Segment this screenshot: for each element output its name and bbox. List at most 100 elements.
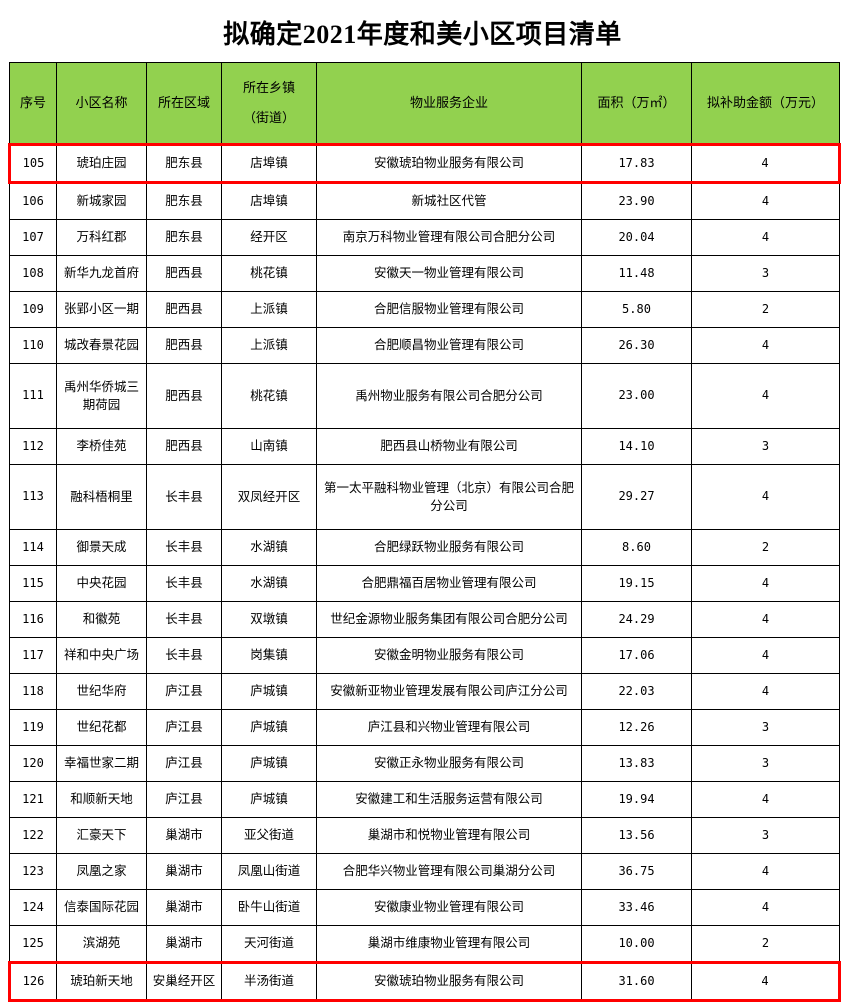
cell-area: 12.26 [581, 709, 692, 746]
column-header-name: 小区名称 [56, 62, 147, 145]
cell-region: 巢湖市 [146, 817, 222, 854]
cell-town: 庐城镇 [221, 709, 317, 746]
table-row: 120 幸福世家二期 庐江县 庐城镇 安徽正永物业服务有限公司 13.83 3 [9, 745, 840, 782]
cell-firm: 合肥顺昌物业管理有限公司 [316, 327, 582, 364]
cell-region: 长丰县 [146, 529, 222, 566]
cell-town: 庐城镇 [221, 781, 317, 818]
cell-area: 24.29 [581, 601, 692, 638]
table-header-row: 序号 小区名称 所在区域 所在乡镇 （街道） 物业服务企业 面积（万㎡） 拟补助金额（万元） [9, 62, 840, 145]
cell-area: 11.48 [581, 255, 692, 292]
cell-subsidy: 4 [691, 327, 840, 364]
cell-town: 上派镇 [221, 291, 317, 328]
cell-town: 亚父街道 [221, 817, 317, 854]
cell-region: 巢湖市 [146, 853, 222, 890]
cell-subsidy: 3 [691, 709, 840, 746]
cell-town: 庐城镇 [221, 673, 317, 710]
table-body: 105 琥珀庄园 肥东县 店埠镇 安徽琥珀物业服务有限公司 17.83 4 106 新城家园 肥东… [8, 143, 841, 1002]
cell-area: 23.00 [581, 363, 692, 429]
cell-index: 112 [9, 428, 57, 465]
cell-index: 107 [9, 219, 57, 256]
cell-index: 105 [8, 143, 57, 184]
cell-firm: 合肥信服物业管理有限公司 [316, 291, 582, 328]
column-header-index: 序号 [9, 62, 57, 145]
cell-name: 幸福世家二期 [56, 745, 147, 782]
cell-subsidy: 4 [691, 565, 840, 602]
cell-firm: 巢湖市和悦物业管理有限公司 [316, 817, 582, 854]
cell-town: 庐城镇 [221, 745, 317, 782]
cell-town: 岗集镇 [221, 637, 317, 674]
column-header-label: 所在区域 [157, 94, 210, 110]
column-header-label: 面积（万㎡） [597, 94, 676, 110]
cell-index: 109 [9, 291, 57, 328]
cell-region: 长丰县 [146, 464, 222, 530]
cell-subsidy: 2 [691, 291, 840, 328]
cell-town: 店埠镇 [221, 182, 317, 220]
cell-area: 29.27 [581, 464, 692, 530]
cell-town: 双凤经开区 [221, 464, 317, 530]
table-row: 116 和徽苑 长丰县 双墩镇 世纪金源物业服务集团有限公司合肥分公司 24.29 4 [9, 601, 840, 638]
cell-index: 116 [9, 601, 57, 638]
table-row: 107 万科红郡 肥东县 经开区 南京万科物业管理有限公司合肥分公司 20.04 4 [9, 219, 840, 256]
cell-town: 卧牛山街道 [221, 889, 317, 926]
table-row: 110 城改春景花园 肥西县 上派镇 合肥顺昌物业管理有限公司 26.30 4 [9, 327, 840, 364]
cell-subsidy: 4 [691, 219, 840, 256]
cell-name: 万科红郡 [56, 219, 147, 256]
table-row: 126 琥珀新天地 安巢经开区 半汤街道 安徽琥珀物业服务有限公司 31.60 4 [8, 961, 841, 1002]
cell-firm: 第一太平融科物业管理（北京）有限公司合肥分公司 [316, 464, 582, 530]
cell-name: 汇豪天下 [56, 817, 147, 854]
cell-name: 和顺新天地 [56, 781, 147, 818]
cell-name: 滨湖苑 [56, 925, 147, 963]
cell-firm: 世纪金源物业服务集团有限公司合肥分公司 [316, 601, 582, 638]
cell-area: 5.80 [581, 291, 692, 328]
cell-region: 肥西县 [146, 255, 222, 292]
cell-region: 肥西县 [146, 363, 222, 429]
cell-index: 111 [9, 363, 57, 429]
cell-area: 19.15 [581, 565, 692, 602]
cell-index: 124 [9, 889, 57, 926]
cell-name: 新华九龙首府 [56, 255, 147, 292]
cell-region: 肥西县 [146, 327, 222, 364]
cell-name: 禹州华侨城三期荷园 [56, 363, 147, 429]
cell-index: 119 [9, 709, 57, 746]
cell-name: 新城家园 [56, 182, 147, 220]
cell-subsidy: 3 [691, 817, 840, 854]
cell-area: 26.30 [581, 327, 692, 364]
cell-area: 10.00 [581, 925, 692, 963]
cell-subsidy: 2 [691, 529, 840, 566]
cell-firm: 安徽琥珀物业服务有限公司 [316, 143, 582, 184]
cell-area: 36.75 [581, 853, 692, 890]
cell-index: 118 [9, 673, 57, 710]
cell-name: 凤凰之家 [56, 853, 147, 890]
cell-area: 19.94 [581, 781, 692, 818]
cell-town: 桃花镇 [221, 363, 317, 429]
cell-name: 世纪花都 [56, 709, 147, 746]
column-header-firm: 物业服务企业 [316, 62, 582, 145]
table-row: 118 世纪华府 庐江县 庐城镇 安徽新亚物业管理发展有限公司庐江分公司 22.03 4 [9, 673, 840, 710]
table-row: 109 张郢小区一期 肥西县 上派镇 合肥信服物业管理有限公司 5.80 2 [9, 291, 840, 328]
cell-name: 李桥佳苑 [56, 428, 147, 465]
table-row: 122 汇豪天下 巢湖市 亚父街道 巢湖市和悦物业管理有限公司 13.56 3 [9, 817, 840, 854]
cell-firm: 安徽金明物业服务有限公司 [316, 637, 582, 674]
column-header-area: 面积（万㎡） [581, 62, 692, 145]
project-list-table: 序号 小区名称 所在区域 所在乡镇 （街道） 物业服务企业 面积（万㎡） 拟补助金额（万元） … [8, 62, 841, 1002]
cell-region: 庐江县 [146, 709, 222, 746]
cell-firm: 合肥绿跃物业服务有限公司 [316, 529, 582, 566]
cell-subsidy: 4 [691, 363, 840, 429]
table-row: 121 和顺新天地 庐江县 庐城镇 安徽建工和生活服务运营有限公司 19.94 4 [9, 781, 840, 818]
cell-index: 115 [9, 565, 57, 602]
table-row: 106 新城家园 肥东县 店埠镇 新城社区代管 23.90 4 [9, 182, 840, 220]
cell-region: 肥西县 [146, 291, 222, 328]
column-header-label: 物业服务企业 [409, 94, 488, 110]
cell-area: 8.60 [581, 529, 692, 566]
table-row: 111 禹州华侨城三期荷园 肥西县 桃花镇 禹州物业服务有限公司合肥分公司 23.00 4 [9, 363, 840, 429]
cell-town: 水湖镇 [221, 529, 317, 566]
cell-region: 肥东县 [146, 219, 222, 256]
cell-region: 巢湖市 [146, 925, 222, 963]
cell-firm: 合肥华兴物业管理有限公司巢湖分公司 [316, 853, 582, 890]
cell-index: 114 [9, 529, 57, 566]
cell-name: 世纪华府 [56, 673, 147, 710]
table-row: 113 融科梧桐里 长丰县 双凤经开区 第一太平融科物业管理（北京）有限公司合肥分公司 2… [9, 464, 840, 530]
cell-town: 山南镇 [221, 428, 317, 465]
cell-subsidy: 4 [691, 464, 840, 530]
cell-region: 巢湖市 [146, 889, 222, 926]
